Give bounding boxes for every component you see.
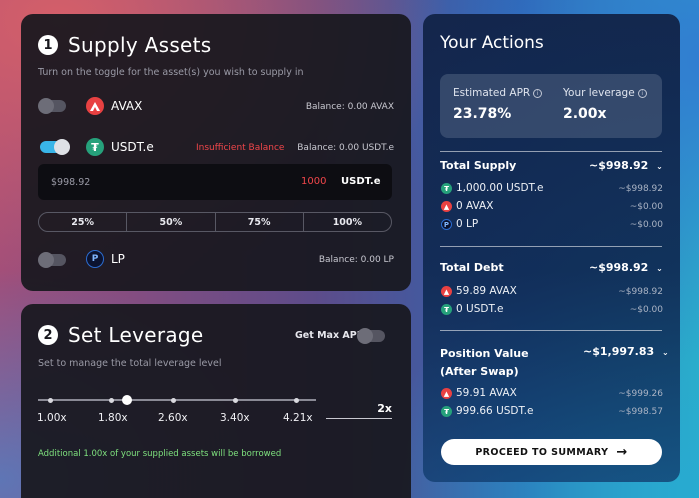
usdt-icon: ₮ [441,183,452,194]
pct-25-button[interactable]: 25% [71,216,94,228]
amount-token-label: USDT.e [341,176,381,187]
debt-row-avax-value: ~$998.92 [618,287,663,297]
proceed-to-summary-button[interactable]: PROCEED TO SUMMARY → [441,439,662,465]
pct-50-button[interactable]: 50% [126,213,214,231]
usdt-icon: ₮ [86,138,104,156]
slider-tick-1 [48,398,53,403]
debt-row-usdt-value: ~$0.00 [629,305,663,315]
insufficient-balance-warning: Insufficient Balance [196,143,285,153]
slider-tick-5 [294,398,299,403]
divider [440,246,662,247]
leverage-slider-track[interactable] [38,399,316,401]
chevron-down-icon: ⌄ [656,162,663,171]
usdt-label: USDT.e [111,140,154,154]
arrow-right-icon: → [616,444,628,460]
borrow-note: Additional 1.00x of your supplied assets… [38,449,282,459]
position-row-usdt: 999.66 USDT.e [456,405,534,417]
lp-icon: P [86,250,104,268]
usdt-icon: ₮ [441,304,452,315]
lp-icon: P [441,219,452,230]
position-value-dropdown[interactable]: ~$1,997.83 ⌄ [583,345,669,358]
lp-toggle[interactable] [38,252,66,268]
avax-toggle[interactable] [38,98,66,114]
estimated-apr-value: 23.78% [453,106,512,122]
supply-row-avax: 0 AVAX [456,200,494,212]
supply-row-usdt-value: ~$998.92 [618,184,663,194]
position-value-label: Position Value (After Swap) [440,345,529,381]
slider-tick-3 [171,398,176,403]
debt-row-avax: 59.89 AVAX [456,285,517,297]
slider-tick-4 [233,398,238,403]
supply-title: Supply Assets [68,33,212,57]
avax-icon: ▲ [441,286,452,297]
debt-row-usdt: 0 USDT.e [456,303,504,315]
tick-label-1: 1.00x [37,412,67,424]
max-apr-toggle[interactable] [357,328,385,344]
supply-row-avax-value: ~$0.00 [629,202,663,212]
total-debt-dropdown[interactable]: ~$998.92 ⌄ [589,261,663,274]
supply-row-usdt: 1,000.00 USDT.e [456,182,544,194]
divider [440,151,662,152]
tick-label-4: 3.40x [220,412,250,424]
total-supply-dropdown[interactable]: ~$998.92 ⌄ [589,159,663,172]
total-supply-label: Total Supply [440,159,517,172]
divider [440,330,662,331]
usdt-toggle[interactable] [40,139,70,155]
lp-label: LP [111,252,125,266]
avax-icon: ▲ [441,388,452,399]
position-value-label-line1: Position Value [440,347,529,360]
info-icon[interactable]: i [533,89,543,98]
lp-balance: Balance: 0.00 LP [318,255,394,265]
set-leverage-panel: 2 Set Leverage Get Max APR Set to manage… [21,304,411,498]
supply-row-lp: 0 LP [456,218,479,230]
usdt-balance: Balance: 0.00 USDT.e [297,143,394,153]
tick-label-2: 1.80x [98,412,128,424]
tick-label-3: 2.60x [158,412,188,424]
position-row-usdt-value: ~$998.57 [618,407,663,417]
your-actions-panel: Your Actions Estimated APR i 23.78% Your … [423,14,680,482]
proceed-label: PROCEED TO SUMMARY [475,446,609,458]
percent-button-group: 25% 50% 75% 100% [38,212,392,232]
step-1-badge: 1 [38,35,58,55]
position-row-avax: 59.91 AVAX [456,387,517,399]
step-2-badge: 2 [38,325,58,345]
usdt-icon: ₮ [441,406,452,417]
chevron-down-icon: ⌄ [656,264,663,273]
supply-assets-panel: 1 Supply Assets Turn on the toggle for t… [21,14,411,291]
apr-leverage-summary: Estimated APR i 23.78% Your leverage i 2.0… [440,74,662,138]
leverage-value: 2.00x [563,106,607,122]
amount-usd-value: $998.92 [51,177,91,188]
amount-input-value[interactable]: 1000 [301,176,327,187]
pct-100-button[interactable]: 100% [302,213,391,231]
info-icon[interactable]: i [637,89,647,98]
slider-tick-2 [109,398,114,403]
leverage-input[interactable]: 2x [326,401,392,419]
leverage-title: Set Leverage [68,323,204,347]
pct-75-button[interactable]: 75% [214,213,303,231]
total-debt-label: Total Debt [440,261,504,274]
tick-label-5: 4.21x [283,412,313,424]
chevron-down-icon: ⌄ [662,348,669,357]
position-row-avax-value: ~$999.26 [618,389,663,399]
leverage-slider-thumb[interactable] [122,395,132,405]
avax-balance: Balance: 0.00 AVAX [305,102,394,112]
supply-subtitle: Turn on the toggle for the asset(s) you … [38,67,304,78]
max-apr-label: Get Max APR [295,330,365,341]
leverage-subtitle: Set to manage the total leverage level [38,358,222,369]
avax-icon: ▲ [441,201,452,212]
leverage-input-value: 2x [377,402,392,415]
position-value-label-line2: (After Swap) [440,365,519,378]
avax-icon [86,97,104,115]
avax-label: AVAX [111,99,143,113]
leverage-label: Your leverage i [563,87,647,99]
supply-amount-field[interactable]: $998.92 1000 USDT.e [38,164,392,200]
estimated-apr-label: Estimated APR i [453,87,543,99]
supply-row-lp-value: ~$0.00 [629,220,663,230]
actions-title: Your Actions [440,33,544,53]
